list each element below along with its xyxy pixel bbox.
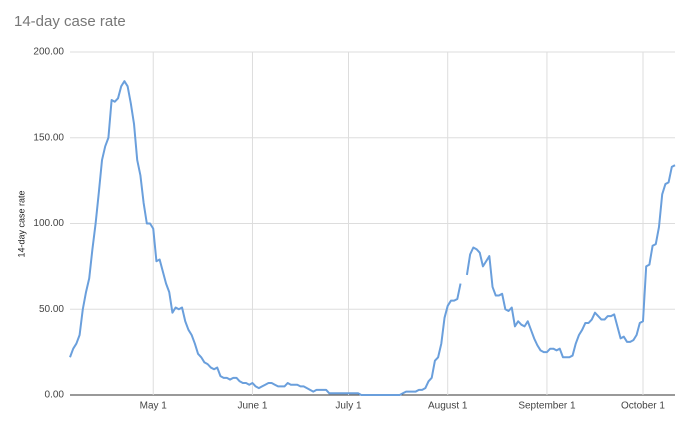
x-tick-label: September 1 bbox=[518, 401, 576, 412]
y-tick-label: 0.00 bbox=[45, 390, 65, 401]
y-tick-label: 150.00 bbox=[33, 132, 64, 143]
x-tick-label: August 1 bbox=[428, 401, 468, 412]
y-tick-label: 100.00 bbox=[33, 218, 64, 229]
x-tick-label: May 1 bbox=[140, 401, 168, 412]
chart-title: 14-day case rate bbox=[14, 13, 126, 30]
x-tick-label: October 1 bbox=[621, 401, 665, 412]
x-tick-label: June 1 bbox=[237, 401, 267, 412]
data-line bbox=[69, 80, 676, 396]
y-axis-label: 14-day case rate bbox=[16, 190, 26, 257]
x-tick-label: July 1 bbox=[335, 401, 362, 412]
y-tick-label: 50.00 bbox=[39, 304, 64, 315]
y-tick-label: 200.00 bbox=[33, 47, 64, 58]
